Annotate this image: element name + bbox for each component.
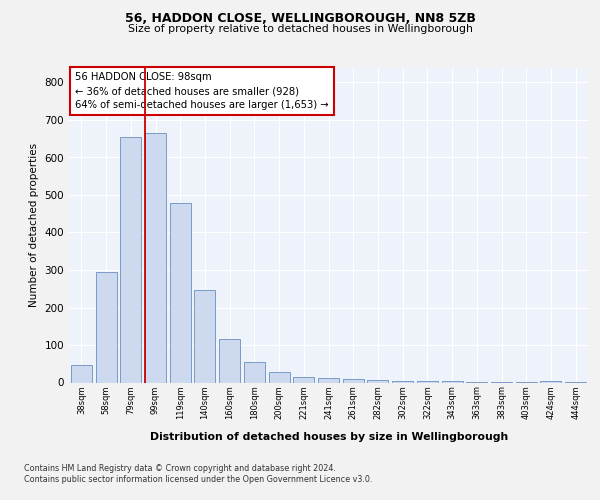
Bar	[95, 272, 116, 382]
Text: Distribution of detached houses by size in Wellingborough: Distribution of detached houses by size …	[149, 432, 508, 442]
Bar	[244, 362, 265, 382]
Bar	[293, 377, 314, 382]
Bar	[145, 133, 166, 382]
Bar	[71, 365, 92, 382]
Bar	[392, 380, 413, 382]
Text: 56 HADDON CLOSE: 98sqm
← 36% of detached houses are smaller (928)
64% of semi-de: 56 HADDON CLOSE: 98sqm ← 36% of detached…	[75, 72, 329, 110]
Bar	[541, 380, 562, 382]
Bar	[194, 290, 215, 382]
Text: Contains HM Land Registry data © Crown copyright and database right 2024.: Contains HM Land Registry data © Crown c…	[24, 464, 336, 473]
Text: Size of property relative to detached houses in Wellingborough: Size of property relative to detached ho…	[128, 24, 472, 34]
Text: Contains public sector information licensed under the Open Government Licence v3: Contains public sector information licen…	[24, 475, 373, 484]
Text: 56, HADDON CLOSE, WELLINGBOROUGH, NN8 5ZB: 56, HADDON CLOSE, WELLINGBOROUGH, NN8 5Z…	[125, 12, 475, 26]
Bar	[318, 378, 339, 382]
Bar	[120, 137, 141, 382]
Bar	[219, 340, 240, 382]
Bar	[269, 372, 290, 382]
Bar	[170, 203, 191, 382]
Bar	[417, 381, 438, 382]
Bar	[367, 380, 388, 382]
Y-axis label: Number of detached properties: Number of detached properties	[29, 143, 39, 307]
Bar	[343, 379, 364, 382]
